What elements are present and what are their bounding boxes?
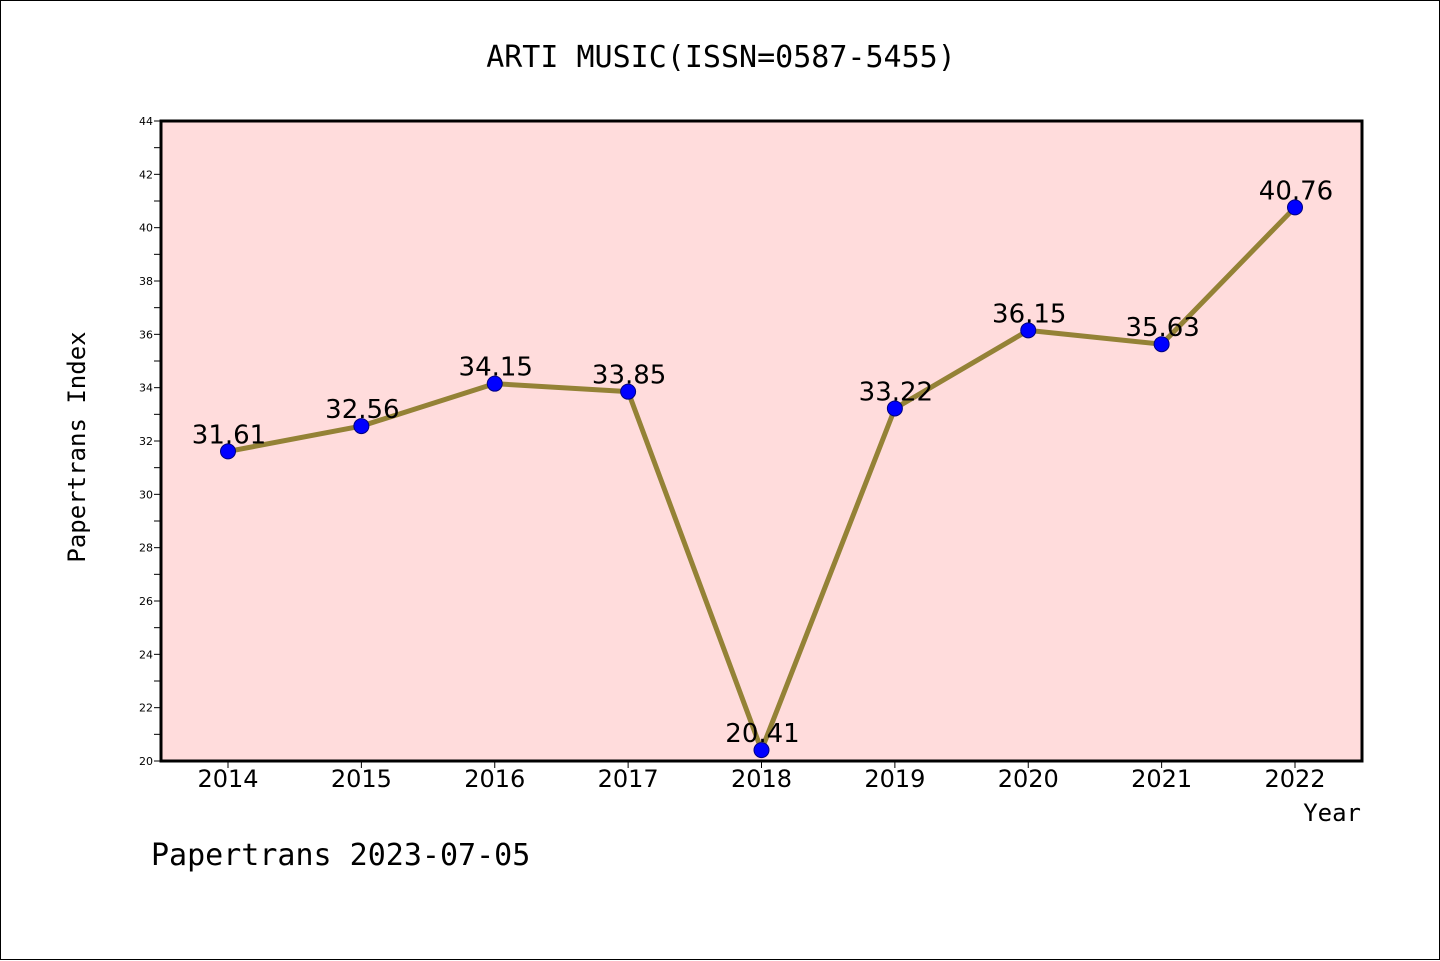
y-tick-label: 20: [139, 755, 153, 768]
data-point-2014: [220, 443, 236, 460]
y-tick-label: 32: [139, 435, 153, 448]
y-tick-label: 34: [139, 382, 153, 395]
footer-credit: Papertrans 2023-07-05: [151, 838, 530, 873]
x-tick-label: 2015: [331, 765, 392, 793]
data-point-2021: [1153, 336, 1170, 353]
y-tick-label: 30: [139, 488, 153, 501]
y-tick-label: 24: [139, 648, 153, 661]
y-axis-label: Papertrans Index: [63, 331, 91, 562]
x-tick-label: 2016: [464, 765, 525, 793]
x-tick-label: 2017: [598, 765, 659, 793]
data-label-2015: 32.56: [325, 395, 399, 425]
data-point-2016: [486, 375, 503, 392]
x-tick-label: 2014: [197, 765, 258, 793]
y-tick-label: 28: [139, 542, 153, 555]
y-tick-label: 44: [139, 115, 153, 128]
data-label-2019: 33.22: [859, 377, 933, 407]
data-labels: 31.61 32.56 34.15 33.85 20.41 33.22 36.15 35.63…: [192, 176, 1333, 749]
x-tick-label: 2022: [1264, 765, 1325, 793]
x-axis-ticks: 2014 2015 2016 2017 2018 2019 2020 2021 2022: [197, 761, 1326, 793]
data-label-2020: 36.15: [992, 299, 1066, 329]
data-label-2021: 35.63: [1125, 313, 1199, 343]
data-point-2015: [353, 418, 370, 435]
x-tick-label: 2020: [998, 765, 1059, 793]
data-point-markers: [220, 199, 1303, 759]
data-label-2016: 34.15: [459, 353, 533, 383]
y-tick-label: 38: [139, 275, 153, 288]
y-tick-label: 42: [139, 168, 153, 181]
y-tick-label: 40: [139, 222, 153, 235]
data-point-2020: [1020, 322, 1037, 339]
data-point-2019: [886, 400, 903, 417]
chart-title: ARTI MUSIC(ISSN=0587-5455): [486, 40, 956, 75]
data-label-2014: 31.61: [192, 420, 266, 450]
data-point-2017: [620, 383, 637, 400]
y-tick-label: 26: [139, 595, 153, 608]
data-label-2017: 33.85: [592, 361, 666, 391]
y-tick-label: 22: [139, 702, 153, 715]
y-axis-ticks: 20 22 24 26 28 30 32 34 36 38 40 42 44: [139, 115, 161, 768]
x-tick-label: 2018: [731, 765, 792, 793]
y-tick-label: 36: [139, 328, 153, 341]
data-label-2018: 20.41: [725, 719, 799, 749]
plot-area: [159, 119, 1364, 763]
data-label-2022: 40.76: [1259, 176, 1333, 206]
x-tick-label: 2021: [1131, 765, 1192, 793]
x-axis-label: Year: [1303, 799, 1361, 827]
data-point-2022: [1287, 199, 1303, 216]
data-point-2018: [753, 742, 770, 759]
x-tick-label: 2019: [864, 765, 925, 793]
